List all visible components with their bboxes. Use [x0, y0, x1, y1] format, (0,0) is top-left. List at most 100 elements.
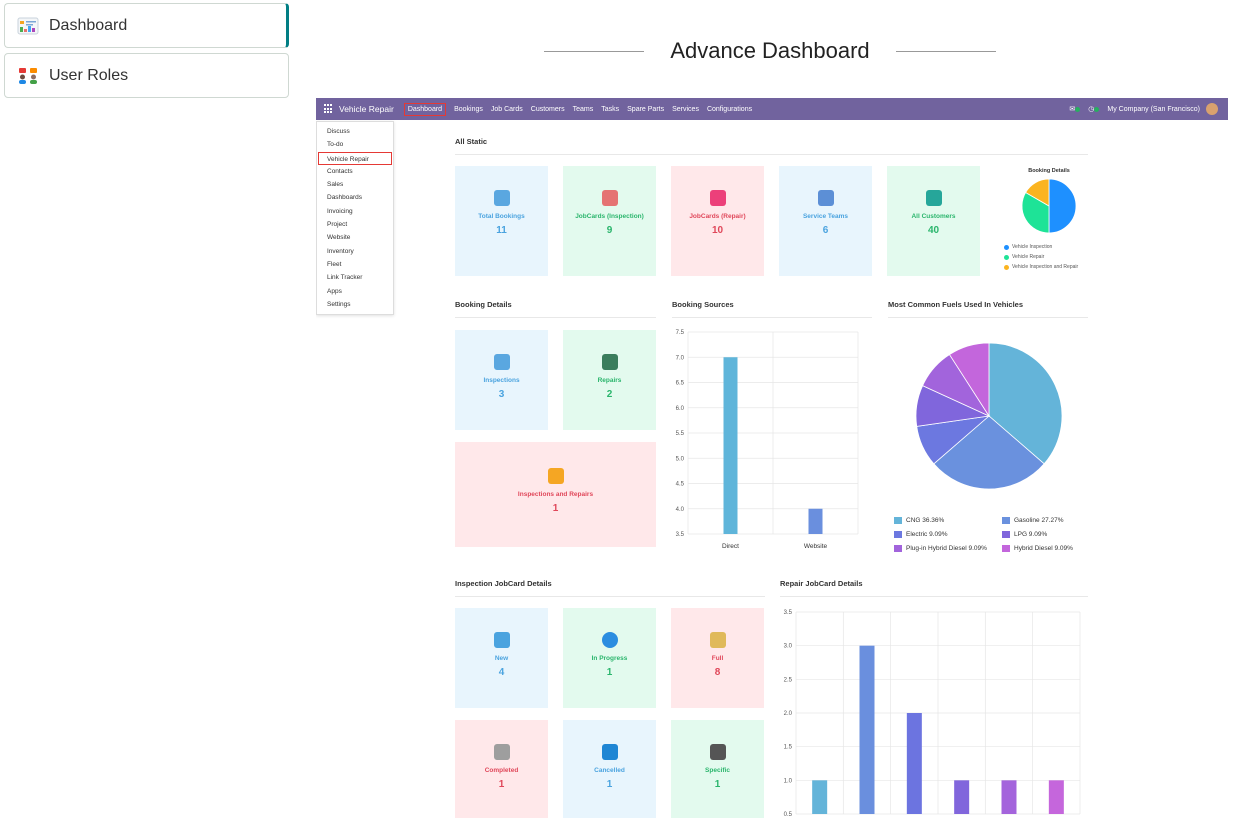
menu-configurations[interactable]: Configurations: [706, 105, 753, 113]
card-value: 1: [714, 779, 721, 790]
section-divider: [888, 317, 1088, 318]
y-tick-label: 5.0: [676, 456, 685, 462]
app-menu-vehicle-repair[interactable]: Vehicle Repair: [318, 151, 392, 165]
menu-teams[interactable]: Teams: [572, 105, 594, 113]
card-label: In Progress: [591, 655, 628, 662]
stat-card-jobcards-inspection[interactable]: JobCards (Inspection) 9: [563, 166, 656, 276]
user-roles-icon: [17, 67, 39, 85]
inspection-card-full[interactable]: Full 8: [671, 608, 764, 708]
legend-label: Plug-in Hybrid Diesel 9.09%: [906, 545, 987, 552]
app-menu-apps[interactable]: Apps: [327, 287, 342, 295]
bar: [812, 780, 828, 814]
repair-jobcards-bar-chart: 0.5 1.0 1.5 2.0 2.5 3.0 3.5: [784, 610, 1081, 818]
company-switcher[interactable]: My Company (San Francisco): [1107, 105, 1200, 113]
booking-card-inspections-and-repairs[interactable]: Inspections and Repairs 1: [455, 442, 656, 547]
card-value: 1: [606, 667, 613, 678]
legend-item: Gasoline 27.27%: [1002, 517, 1064, 524]
section-booking-sources: Booking Sources: [672, 300, 734, 309]
page-title-bar: Advance Dashboard: [530, 36, 1010, 66]
stat-card-total-bookings[interactable]: Total Bookings 11: [455, 166, 548, 276]
menu-bookings[interactable]: Bookings: [454, 105, 483, 113]
legend-item: Plug-in Hybrid Diesel 9.09%: [894, 545, 987, 552]
app-menu-discuss[interactable]: Discuss: [327, 128, 350, 135]
legend-item: Vehicle Inspection: [1004, 244, 1052, 250]
tab-label: Dashboard: [49, 16, 128, 34]
app-menu-todo[interactable]: To-do: [327, 141, 344, 149]
booking-details-pie-chart: Booking Details: [996, 166, 1106, 276]
chart-title: Booking Details: [1028, 168, 1070, 174]
avatar[interactable]: [1206, 103, 1218, 115]
legend-label: Electric 9.09%: [906, 531, 948, 538]
inspection-card-completed[interactable]: Completed 1: [455, 720, 548, 818]
inspection-card-specific[interactable]: Specific 1: [671, 720, 764, 818]
menu-tasks[interactable]: Tasks: [601, 105, 620, 113]
dashboard-screenshot: Vehicle Repair Dashboard Bookings Job Ca…: [316, 98, 1228, 818]
menu-job-cards[interactable]: Job Cards: [490, 105, 523, 113]
inspection-card-in-progress[interactable]: In Progress 1: [563, 608, 656, 708]
title-divider: [895, 50, 996, 52]
x-tick-label: Website: [804, 543, 828, 550]
app-menu-project[interactable]: Project: [327, 221, 348, 229]
stat-card-service-teams[interactable]: Service Teams 6: [779, 166, 872, 276]
pie-slice: [988, 342, 1063, 465]
legend-item: Vehicle Inspection and Repair: [1004, 264, 1078, 270]
tab-user-roles[interactable]: User Roles: [4, 53, 289, 98]
activity-icon[interactable]: ◷: [1088, 106, 1095, 113]
apps-grid-icon[interactable]: [324, 104, 334, 114]
card-label: Specific: [705, 767, 730, 774]
app-menu-settings[interactable]: Settings: [327, 300, 351, 308]
legend-label: LPG 9.09%: [1014, 531, 1048, 538]
title-divider: [544, 50, 645, 52]
card-label: Service Teams: [802, 213, 849, 220]
app-name[interactable]: Vehicle Repair: [339, 104, 394, 114]
bar: [808, 508, 823, 534]
app-menu-sales[interactable]: Sales: [327, 181, 344, 189]
dashboard-icon: [17, 17, 39, 35]
legend-swatch: [894, 531, 902, 538]
app-menu-contacts[interactable]: Contacts: [327, 167, 353, 175]
menu-services[interactable]: Services: [672, 105, 699, 113]
app-menu-fleet[interactable]: Fleet: [327, 260, 342, 268]
menu-dashboard[interactable]: Dashboard: [403, 102, 447, 116]
legend-swatch: [1004, 244, 1009, 250]
stat-card-all-customers[interactable]: All Customers 40: [887, 166, 980, 276]
legend-swatch: [894, 545, 902, 552]
legend-swatch: [1002, 545, 1010, 552]
app-menu-dropdown: Discuss To-do Vehicle Repair Contacts Sa…: [316, 121, 394, 315]
y-tick-label: 1.5: [784, 745, 793, 751]
chat-badge: [1075, 106, 1081, 112]
app-menu-website[interactable]: Website: [327, 234, 351, 242]
app-menu-invoicing[interactable]: Invoicing: [327, 207, 353, 215]
y-tick-label: 6.0: [676, 406, 685, 412]
chat-icon[interactable]: ✉: [1069, 106, 1076, 113]
card-label: All Customers: [911, 213, 956, 220]
legend-item: CNG 36.36%: [894, 517, 944, 524]
menu-customers[interactable]: Customers: [530, 105, 565, 113]
y-tick-label: 3.5: [676, 532, 685, 538]
gear-icon: [601, 632, 618, 648]
app-menu-link-tracker[interactable]: Link Tracker: [327, 274, 363, 282]
menu-spare-parts[interactable]: Spare Parts: [627, 105, 665, 113]
booking-card-inspections[interactable]: Inspections 3: [455, 330, 548, 430]
card-label: Full: [711, 655, 724, 662]
section-all-static: All Static: [455, 137, 488, 146]
stat-card-jobcards-repair[interactable]: JobCards (Repair) 10: [671, 166, 764, 276]
pie-slice: [933, 415, 1045, 490]
pie-slice: [1021, 191, 1050, 234]
legend-swatch: [1004, 264, 1009, 270]
legend-item: LPG 9.09%: [1002, 531, 1047, 538]
app-menu-inventory[interactable]: Inventory: [327, 247, 354, 255]
booking-card-repairs[interactable]: Repairs 2: [563, 330, 656, 430]
page-title: Advance Dashboard: [670, 38, 870, 63]
y-tick-label: 7.5: [676, 330, 685, 336]
bar: [954, 780, 970, 814]
card-value: 1: [552, 503, 559, 514]
inspection-card-new[interactable]: New 4: [455, 608, 548, 708]
app-menu-dashboards[interactable]: Dashboards: [327, 194, 363, 202]
checklist-icon: [709, 632, 726, 648]
legend-label: Gasoline 27.27%: [1014, 517, 1064, 524]
mechanic-icon: [709, 744, 726, 760]
inspection-card-cancelled[interactable]: Cancelled 1: [563, 720, 656, 818]
tab-dashboard[interactable]: Dashboard: [4, 3, 289, 48]
card-value: 40: [927, 225, 940, 236]
